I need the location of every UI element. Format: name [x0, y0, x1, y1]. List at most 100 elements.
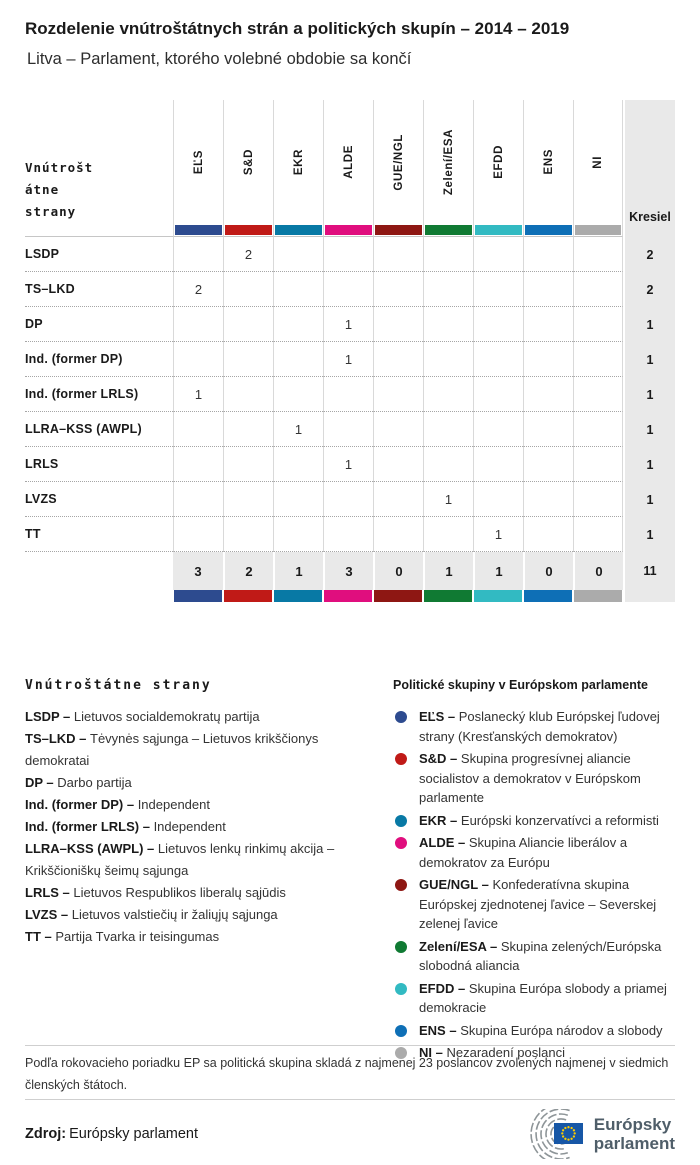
seat-count-cell [323, 517, 373, 552]
seat-count-cell [373, 517, 423, 552]
seat-count-cell [273, 377, 323, 412]
seat-count-cell [273, 272, 323, 307]
group-abbr: NI – [419, 1045, 447, 1060]
party-name: Ind. (former LRLS) [25, 377, 173, 412]
seat-count-cell [323, 377, 373, 412]
party-legend-item: LSDP – Lietuvos socialdemokratų partija [25, 706, 383, 728]
party-name: LLRA–KSS (AWPL) [25, 412, 173, 447]
group-column-header: S&D [223, 100, 273, 237]
group-legend-item: GUE/NGL – Konfederatívna skupina Európsk… [393, 875, 675, 934]
seat-count-cell [573, 237, 623, 272]
group-total: 0 [523, 552, 573, 590]
group-color-bar [375, 225, 422, 235]
party-name: DP [25, 307, 173, 342]
group-column-header: ENS [523, 100, 573, 237]
party-legend-item: TS–LKD – Tėvynės sąjunga – Lietuvos krik… [25, 728, 383, 772]
seat-count-cell [473, 342, 523, 377]
group-legend-item: EKR – Európski konzervatívci a reformist… [393, 811, 675, 831]
party-total-seats: 1 [623, 342, 675, 377]
party-name: LRLS [25, 447, 173, 482]
seat-count-cell: 1 [273, 412, 323, 447]
group-color-bar [475, 225, 522, 235]
group-legend-text: EĽS – Poslanecký klub Európskej ľudovej … [419, 707, 675, 746]
seat-count-cell [523, 447, 573, 482]
party-total-seats: 2 [623, 237, 675, 272]
party-full-name: Lietuvos valstiečių ir žaliųjų sąjunga [71, 907, 278, 922]
group-legend-item: NI – Nezaradení poslanci [393, 1043, 675, 1063]
seat-count-cell [323, 482, 373, 517]
seats-strip [623, 590, 675, 602]
seat-count-cell [373, 412, 423, 447]
group-total: 3 [323, 552, 373, 590]
group-full-name: Skupina Európa slobody a priamej demokra… [419, 980, 667, 1016]
group-total: 0 [573, 552, 623, 590]
seat-count-cell [523, 517, 573, 552]
legend-groups-title: Politické skupiny v Európskom parlamente [393, 678, 648, 692]
legend-national-parties: Vnútroštátne strany LSDP – Lietuvos soci… [25, 678, 393, 1045]
group-abbr: ALDE – [419, 835, 469, 850]
group-legend-item: EĽS – Poslanecký klub Európskej ľudovej … [393, 707, 675, 746]
seat-count-cell: 2 [223, 237, 273, 272]
seat-count-cell [423, 517, 473, 552]
group-color-strip [573, 590, 623, 602]
party-full-name: Lietuvos lenkų rinkimų akcija – Krikščio… [25, 841, 335, 878]
party-full-name: Partija Tvarka ir teisingumas [55, 929, 220, 944]
party-total-seats: 1 [623, 517, 675, 552]
party-full-name: Lietuvos socialdemokratų partija [73, 709, 260, 724]
ep-hemicycle-icon [530, 1109, 583, 1159]
ep-logo-line2: parlament [593, 1134, 675, 1153]
group-column-header: EĽS [173, 100, 223, 237]
group-color-strip [173, 590, 223, 602]
party-abbr: LRLS – [25, 885, 74, 900]
row-group-header-line: Vnútrošt [25, 160, 94, 175]
party-abbr: LSDP – [25, 709, 74, 724]
party-abbr: LLRA–KSS (AWPL) – [25, 841, 158, 856]
seat-count-cell [573, 447, 623, 482]
group-abbr: Zelení/ESA – [419, 938, 501, 954]
footnote: Podľa rokovacieho poriadku EP sa politic… [25, 1045, 675, 1100]
seat-count-cell: 1 [323, 307, 373, 342]
seat-count-cell [273, 237, 323, 272]
group-legend-item: ENS – Skupina Európa národov a slobody [393, 1021, 675, 1041]
group-legend-text: ENS – Skupina Európa národov a slobody [419, 1021, 663, 1041]
group-color-strip [273, 590, 323, 602]
group-abbr: S&D – [419, 751, 461, 766]
seat-count-cell [573, 517, 623, 552]
source-value: Európsky parlament [69, 1126, 199, 1142]
group-legend-text: NI – Nezaradení poslanci [419, 1043, 565, 1063]
party-abbr: Ind. (former LRLS) – [25, 819, 154, 834]
party-legend-item: LLRA–KSS (AWPL) – Lietuvos lenkų rinkimų… [25, 838, 383, 882]
seats-column-header: Kresiel [623, 100, 675, 237]
group-color-dot [395, 1047, 407, 1059]
party-total-seats: 1 [623, 412, 675, 447]
seat-count-cell [473, 237, 523, 272]
group-column-label: NI [592, 155, 604, 169]
seat-count-cell [373, 482, 423, 517]
group-color-strip-bar [224, 590, 272, 602]
group-color-dot [395, 1024, 407, 1037]
group-full-name: Nezaradení poslanci [446, 1045, 565, 1060]
seat-count-cell [573, 307, 623, 342]
group-legend-list: EĽS – Poslanecký klub Európskej ľudovej … [393, 707, 675, 1063]
seat-count-cell [573, 412, 623, 447]
seat-count-cell [423, 237, 473, 272]
group-column-header: ALDE [323, 100, 373, 237]
ep-logo: Európsky parlament [509, 1109, 675, 1159]
group-color-dot [395, 982, 407, 995]
seat-count-cell [373, 272, 423, 307]
group-total: 1 [473, 552, 523, 590]
source: Zdroj: Európsky parlament [25, 1126, 198, 1142]
group-column-label: ALDE [342, 145, 355, 179]
group-color-strip [523, 590, 573, 602]
seat-count-cell [523, 412, 573, 447]
group-full-name: Konfederatívna skupina Európskej zjednot… [419, 877, 657, 931]
seat-count-cell [473, 482, 523, 517]
party-total-seats: 2 [623, 272, 675, 307]
seat-count-cell [423, 272, 473, 307]
party-abbr: DP – [25, 775, 58, 790]
seat-count-cell [423, 342, 473, 377]
seat-count-cell [473, 272, 523, 307]
seat-count-cell [173, 482, 223, 517]
group-color-strip [373, 590, 423, 602]
seat-count-cell [573, 482, 623, 517]
